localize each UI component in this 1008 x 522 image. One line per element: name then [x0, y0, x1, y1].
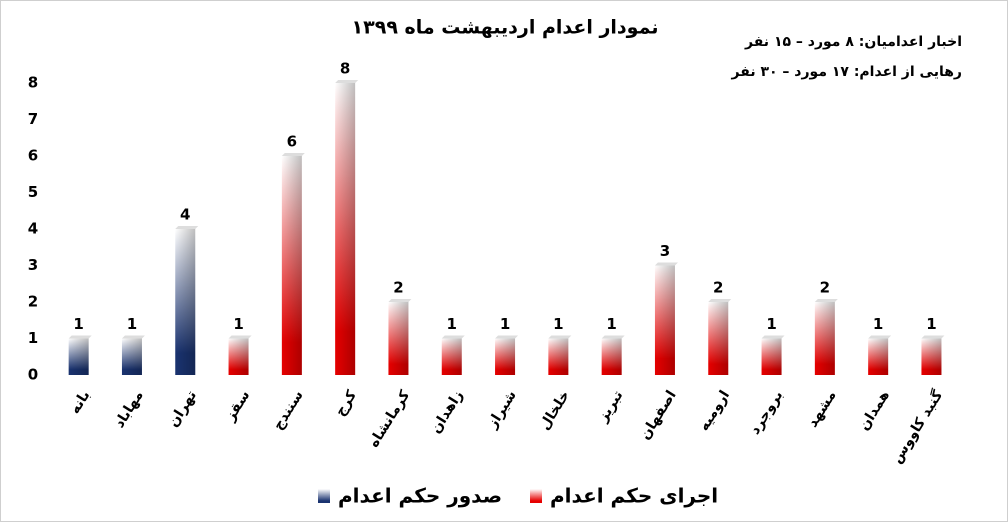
chart-title: نمودار اعدام اردیبهشت ماه ۱۳۹۹ [352, 17, 659, 39]
bar-cap [708, 299, 732, 302]
data-label: 2 [713, 279, 723, 297]
bar-shade [121, 338, 142, 375]
bar-cap [335, 80, 359, 83]
data-label: 1 [553, 315, 563, 333]
annotation: رهایی از اعدام: ۱۷ مورد – ۳۰ نفر [731, 64, 962, 80]
annotation: اخبار اعدامیان: ۸ مورد – ۱۵ نفر [744, 34, 962, 50]
bar-shade [654, 265, 675, 375]
bar-shade [335, 83, 356, 375]
bar-cap [495, 335, 519, 339]
data-label: 3 [660, 242, 670, 260]
data-label: 1 [447, 315, 457, 333]
data-label: 8 [340, 60, 350, 78]
bar-shade [388, 302, 409, 375]
y-tick-label: 6 [28, 147, 38, 165]
bar-cap [68, 335, 92, 339]
legend-swatch [318, 489, 330, 503]
bar-shade [228, 338, 249, 375]
bar-cap [441, 335, 465, 339]
data-label: 1 [127, 315, 137, 333]
bar-shade [814, 302, 835, 375]
data-label: 1 [926, 315, 936, 333]
bar-cap [814, 299, 838, 302]
bar-cap [228, 335, 252, 339]
bar-cap [921, 335, 945, 339]
data-label: 1 [73, 315, 83, 333]
legend-label: اجرای حکم اعدام [550, 484, 718, 508]
data-label: 1 [606, 315, 616, 333]
y-tick-label: 5 [28, 183, 38, 201]
bar-shade [548, 338, 569, 375]
y-tick-label: 8 [28, 74, 38, 92]
bar-shade [601, 338, 622, 375]
data-label: 1 [766, 315, 776, 333]
legend-label: صدور حکم اعدام [338, 484, 502, 508]
bar-cap [548, 335, 572, 339]
data-label: 4 [180, 206, 190, 224]
bar-shade [868, 338, 889, 375]
data-label: 2 [820, 279, 830, 297]
y-tick-label: 2 [28, 293, 38, 311]
data-label: 1 [500, 315, 510, 333]
bar-shade [708, 302, 729, 375]
y-tick-label: 4 [28, 220, 38, 238]
bar-shade [175, 229, 196, 375]
data-label: 1 [873, 315, 883, 333]
bar-cap [654, 262, 678, 266]
data-label: 2 [393, 279, 403, 297]
bar-shade [68, 338, 89, 375]
bar-shade [761, 338, 782, 375]
y-tick-label: 7 [28, 110, 38, 128]
y-tick-label: 1 [28, 329, 38, 347]
y-tick-label: 0 [28, 366, 38, 384]
bar-cap [175, 226, 199, 229]
bar-cap [761, 335, 785, 339]
bar-shade [441, 338, 462, 375]
bar-cap [281, 153, 305, 156]
bar-shade [495, 338, 516, 375]
bar-shade [921, 338, 942, 375]
bar-shade [281, 156, 302, 375]
bar-cap [388, 299, 412, 302]
data-label: 6 [287, 133, 297, 151]
legend-swatch [530, 489, 542, 503]
bar-cap [121, 335, 145, 339]
bar-cap [868, 335, 892, 339]
y-tick-label: 3 [28, 256, 38, 274]
bar-cap [601, 335, 625, 339]
data-label: 1 [233, 315, 243, 333]
